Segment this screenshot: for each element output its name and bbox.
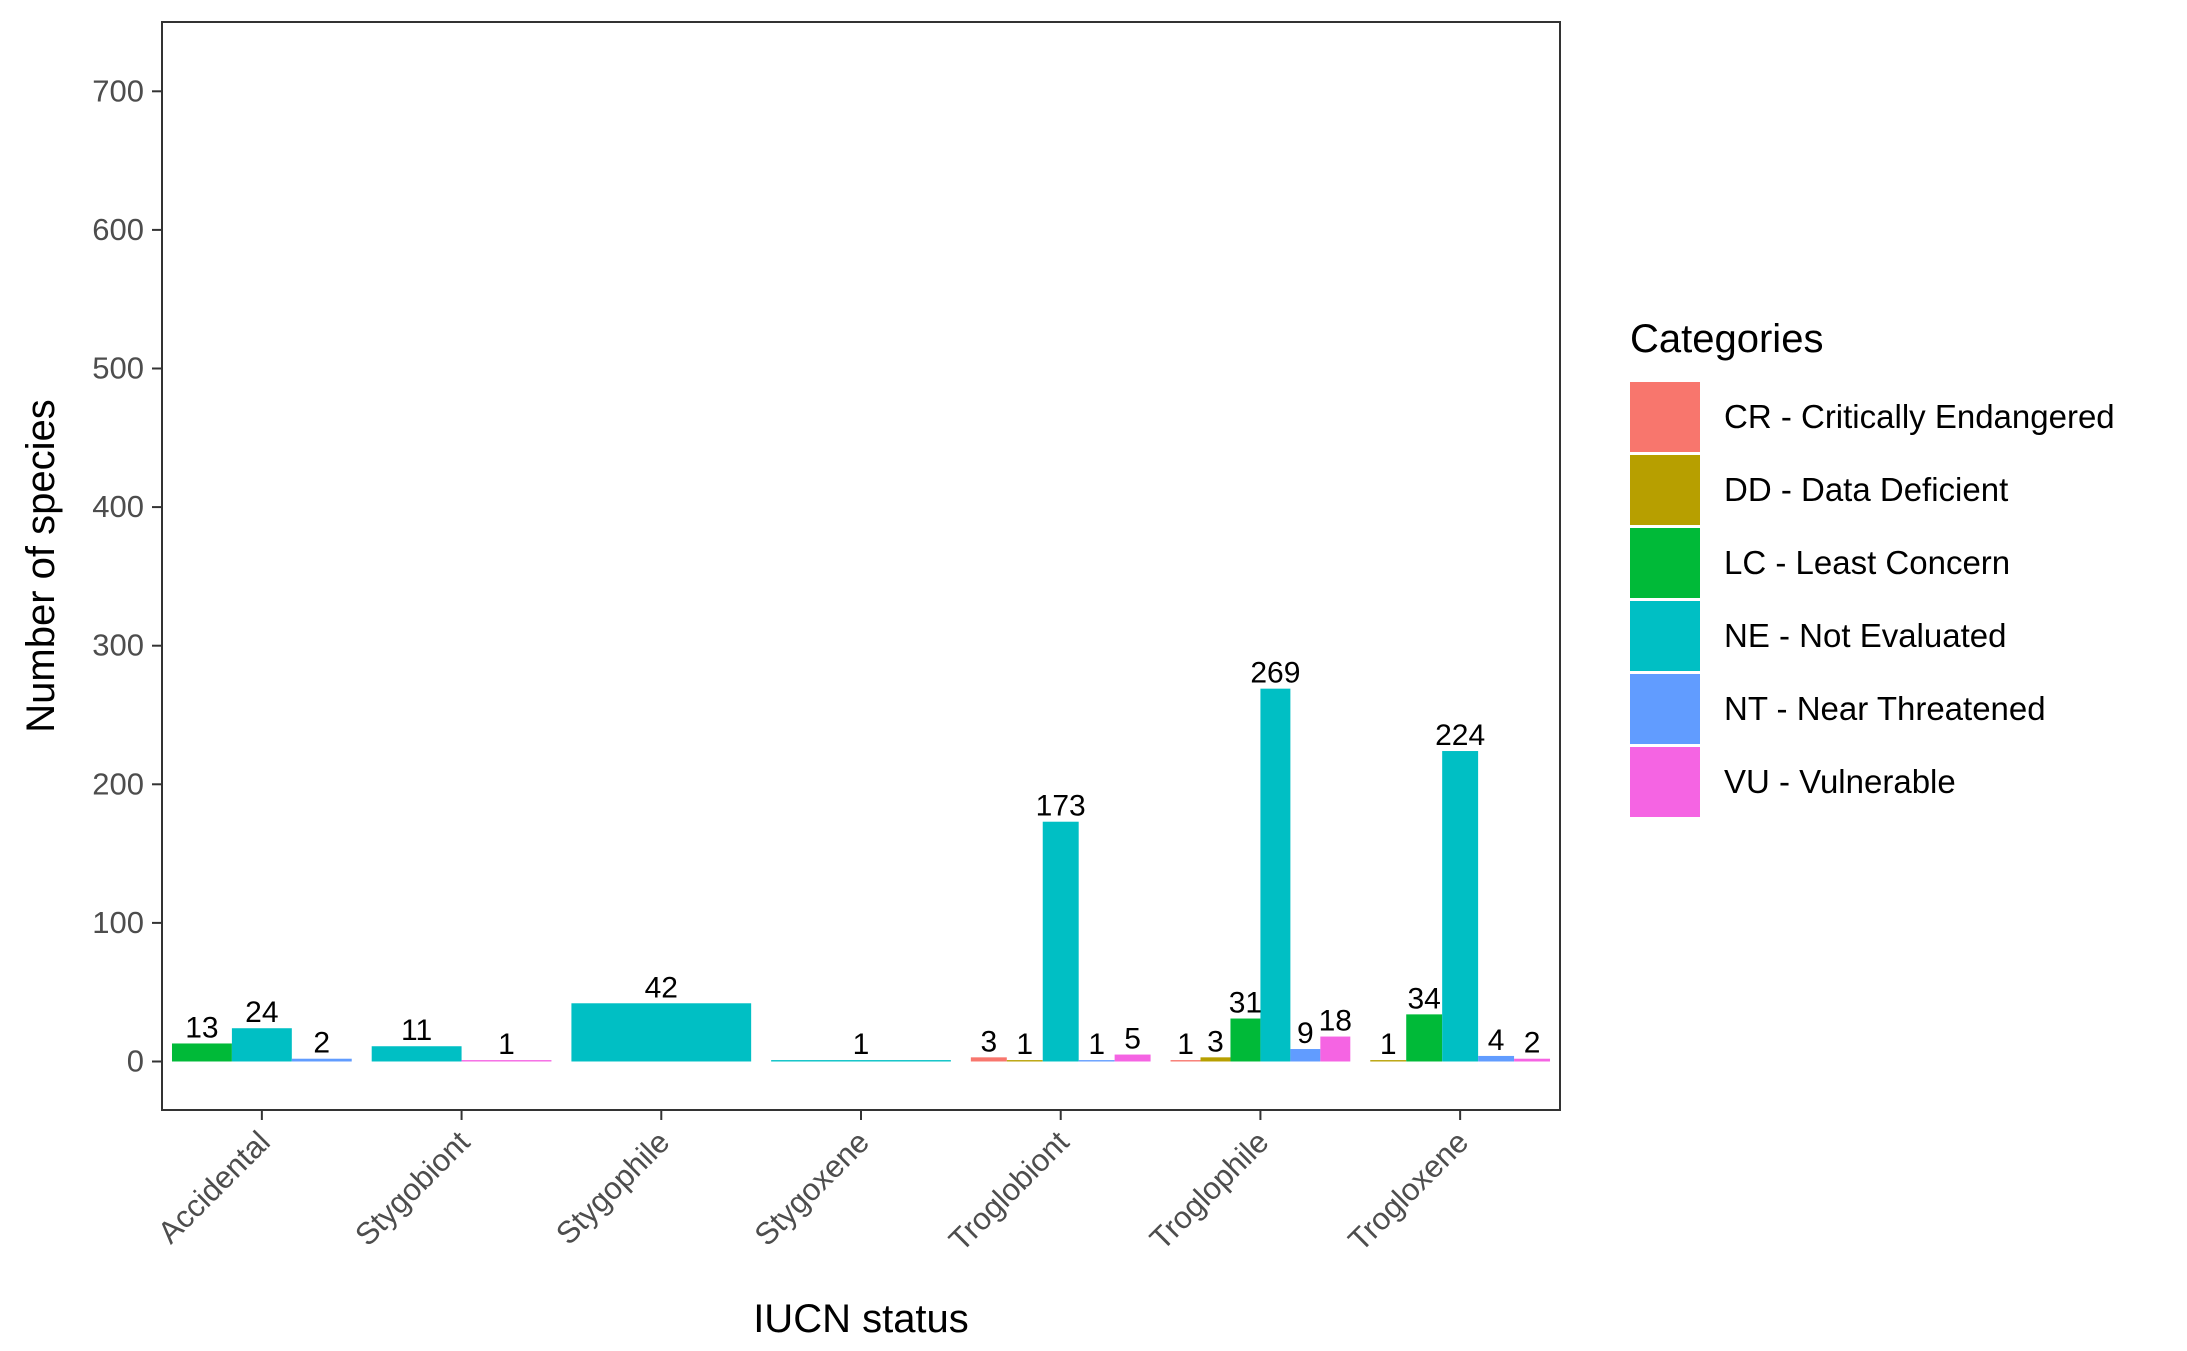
data-label-accidental-ne: 24 <box>245 996 278 1029</box>
bar-troglobiont-nt <box>1078 1060 1115 1062</box>
bar-trogloxene-nt <box>1478 1055 1515 1062</box>
data-label-trogloxene-vu: 2 <box>1524 1027 1541 1060</box>
bar-troglobiont-cr <box>970 1057 1007 1062</box>
y-axis: 0 100 200 300 400 500 600 700 <box>92 73 162 1078</box>
bar-trogloxene-dd <box>1370 1060 1407 1062</box>
plot-panel <box>162 22 1560 1110</box>
bar-stygophile-ne <box>571 1003 752 1062</box>
x-tick-label-accidental: Accidental <box>151 1124 277 1250</box>
y-tick-label-600: 600 <box>92 212 144 247</box>
data-label-troglobiont-cr: 3 <box>980 1025 997 1058</box>
legend-title: Categories <box>1630 317 1823 361</box>
data-label-troglophile-dd: 3 <box>1207 1025 1224 1058</box>
legend-label-cr: CR - Critically Endangered <box>1724 398 2115 435</box>
bar-troglobiont-dd <box>1006 1060 1043 1062</box>
bar-accidental-lc <box>171 1043 232 1062</box>
y-tick-label-100: 100 <box>92 905 144 940</box>
legend-key-nt <box>1630 674 1700 744</box>
bar-stygobiont-ne <box>371 1046 462 1062</box>
data-label-stygoxene-ne: 1 <box>853 1028 870 1061</box>
bar-accidental-nt <box>291 1058 352 1062</box>
y-tick-label-200: 200 <box>92 766 144 801</box>
data-label-troglobiont-dd: 1 <box>1016 1028 1033 1061</box>
data-label-troglobiont-nt: 1 <box>1088 1028 1105 1061</box>
data-label-troglophile-ne: 269 <box>1250 657 1300 690</box>
bar-stygoxene-ne <box>771 1060 951 1062</box>
x-tick-label-troglophile: Troglophile <box>1143 1124 1275 1256</box>
data-label-troglophile-vu: 18 <box>1319 1005 1352 1038</box>
x-tick-label-troglobiont: Troglobiont <box>942 1124 1076 1258</box>
legend-label-ne: NE - Not Evaluated <box>1724 617 2006 654</box>
legend-key-vu <box>1630 747 1700 817</box>
y-tick-label-500: 500 <box>92 350 144 385</box>
legend-key-ne <box>1630 601 1700 671</box>
legend-label-nt: NT - Near Threatened <box>1724 690 2046 727</box>
y-tick-label-400: 400 <box>92 489 144 524</box>
bars-layer <box>171 688 1551 1062</box>
data-label-accidental-nt: 2 <box>313 1027 330 1060</box>
legend-label-lc: LC - Least Concern <box>1724 544 2010 581</box>
data-label-trogloxene-dd: 1 <box>1380 1028 1397 1061</box>
legend-label-dd: DD - Data Deficient <box>1724 471 2008 508</box>
bar-troglophile-ne <box>1260 688 1291 1062</box>
data-label-stygobiont-vu: 1 <box>498 1028 515 1061</box>
data-label-accidental-lc: 13 <box>185 1011 218 1044</box>
bar-troglobiont-ne <box>1042 821 1079 1062</box>
data-label-troglobiont-vu: 5 <box>1124 1023 1141 1056</box>
data-label-troglophile-cr: 1 <box>1177 1028 1194 1061</box>
data-label-trogloxene-nt: 4 <box>1488 1024 1505 1057</box>
x-tick-label-trogloxene: Trogloxene <box>1341 1124 1475 1258</box>
x-tick-label-stygophile: Stygophile <box>549 1124 676 1251</box>
bar-stygobiont-vu <box>461 1060 552 1062</box>
data-label-troglophile-lc: 31 <box>1229 987 1262 1020</box>
bar-troglophile-nt <box>1290 1049 1321 1062</box>
legend-key-dd <box>1630 455 1700 525</box>
bar-trogloxene-ne <box>1442 751 1479 1062</box>
bar-accidental-ne <box>231 1028 292 1062</box>
x-tick-label-stygoxene: Stygoxene <box>748 1124 876 1252</box>
y-axis-title: Number of species <box>19 399 63 732</box>
y-tick-label-0: 0 <box>127 1043 144 1078</box>
data-label-stygophile-ne: 42 <box>645 971 678 1004</box>
x-tick-label-stygobiont: Stygobiont <box>348 1124 477 1253</box>
legend-label-vu: VU - Vulnerable <box>1724 763 1956 800</box>
bar-trogloxene-vu <box>1514 1058 1551 1062</box>
bar-troglophile-vu <box>1320 1036 1351 1062</box>
data-label-stygobiont-ne: 11 <box>401 1014 432 1047</box>
bar-troglophile-lc <box>1230 1018 1261 1062</box>
legend-key-lc <box>1630 528 1700 598</box>
legend: Categories CR - Critically Endangered DD … <box>1630 317 2115 817</box>
bar-trogloxene-lc <box>1406 1014 1443 1062</box>
bar-troglobiont-vu <box>1114 1054 1151 1062</box>
legend-key-cr <box>1630 382 1700 452</box>
x-axis: Accidental Stygobiont Stygophile Stygoxene T… <box>151 1110 1475 1258</box>
y-tick-label-300: 300 <box>92 628 144 663</box>
data-label-trogloxene-lc: 34 <box>1408 982 1441 1015</box>
data-label-trogloxene-ne: 224 <box>1435 719 1485 752</box>
data-label-troglophile-nt: 9 <box>1297 1017 1314 1050</box>
x-axis-title: IUCN status <box>753 1297 969 1341</box>
bar-troglophile-cr <box>1170 1060 1201 1062</box>
bar-troglophile-dd <box>1200 1057 1231 1062</box>
y-tick-label-700: 700 <box>92 73 144 108</box>
data-label-troglobiont-ne: 173 <box>1036 790 1086 823</box>
